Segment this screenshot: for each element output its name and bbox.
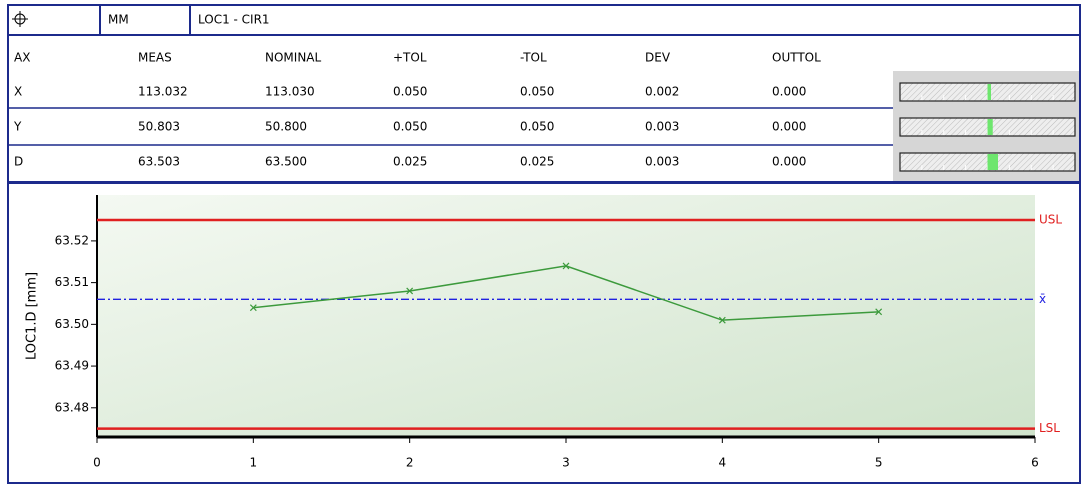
y-tick-label: 63.51 (55, 275, 89, 289)
cell: 0.050 (520, 85, 554, 99)
x-tick-label: 4 (719, 456, 727, 470)
usl-label: USL (1039, 213, 1062, 227)
cell: 0.000 (772, 85, 806, 99)
cell: 63.503 (138, 155, 180, 169)
feature-name: LOC1 - CIR1 (198, 13, 270, 27)
x-tick-label: 5 (875, 456, 883, 470)
data-point (406, 287, 414, 295)
position-icon (12, 11, 28, 27)
column-header: NOMINAL (265, 51, 322, 65)
cell: 0.000 (772, 155, 806, 169)
column-header: OUTTOL (772, 51, 821, 65)
lsl-label: LSL (1039, 421, 1060, 435)
data-point (718, 316, 726, 324)
cell: 0.025 (520, 155, 554, 169)
x-tick-label: 3 (562, 456, 570, 470)
column-header: AX (14, 51, 30, 65)
data-point (875, 308, 883, 316)
column-header: -TOL (520, 51, 547, 65)
x-tick-label: 0 (93, 456, 101, 470)
cell: 0.002 (645, 85, 679, 99)
cell: 0.050 (393, 85, 427, 99)
cell: 63.500 (265, 155, 307, 169)
column-header: DEV (645, 51, 671, 65)
cell: X (14, 85, 22, 99)
y-tick-label: 63.48 (55, 400, 89, 414)
plot-area (97, 195, 1035, 437)
cell: D (14, 155, 23, 169)
cell: 0.025 (393, 155, 427, 169)
cell: 0.050 (520, 120, 554, 134)
y-tick-label: 63.50 (55, 317, 89, 331)
deviation-bar (987, 84, 991, 100)
column-header: +TOL (393, 51, 427, 65)
x-tick-label: 6 (1031, 456, 1039, 470)
data-point (562, 262, 570, 270)
deviation-bar (987, 154, 998, 170)
units: MM (108, 13, 129, 27)
cell: 0.003 (645, 120, 679, 134)
mean-label: x̄ (1039, 292, 1046, 306)
y-tick-label: 63.49 (55, 359, 89, 373)
x-tick-label: 2 (406, 456, 414, 470)
y-tick-label: 63.52 (55, 233, 89, 247)
data-point (249, 304, 257, 312)
cell: 0.000 (772, 120, 806, 134)
y-axis-label: LOC1.D [mm] (25, 272, 40, 360)
x-tick-label: 1 (250, 456, 258, 470)
cell: 113.032 (138, 85, 188, 99)
cell: 0.003 (645, 155, 679, 169)
cell: 0.050 (393, 120, 427, 134)
cell: 113.030 (265, 85, 315, 99)
column-header: MEAS (138, 51, 172, 65)
cell: Y (13, 120, 22, 134)
cell: 50.803 (138, 120, 180, 134)
deviation-bar (987, 119, 993, 135)
cell: 50.800 (265, 120, 307, 134)
